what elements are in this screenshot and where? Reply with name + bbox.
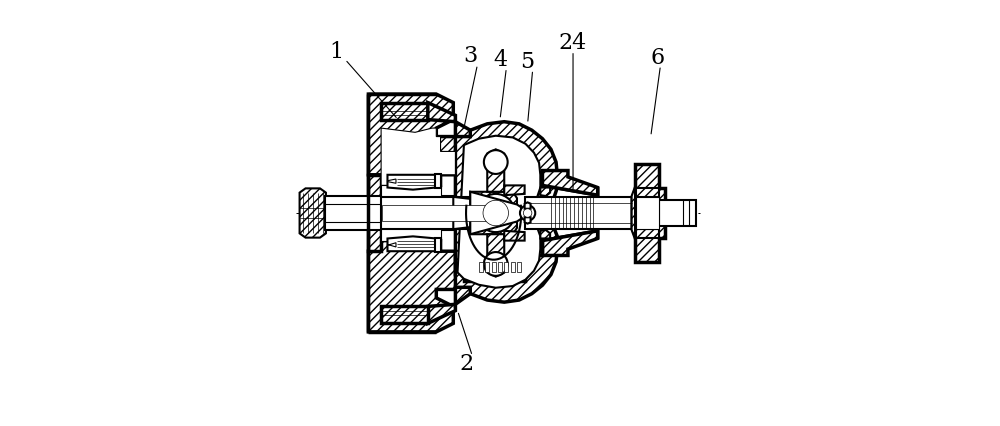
- Polygon shape: [487, 149, 504, 192]
- Polygon shape: [525, 197, 632, 229]
- Polygon shape: [504, 231, 525, 241]
- Polygon shape: [300, 188, 326, 238]
- Circle shape: [484, 252, 508, 276]
- Circle shape: [484, 150, 508, 174]
- Polygon shape: [455, 287, 470, 304]
- Polygon shape: [435, 238, 441, 252]
- Polygon shape: [542, 231, 598, 251]
- Polygon shape: [325, 204, 453, 222]
- Polygon shape: [659, 200, 696, 226]
- Polygon shape: [387, 175, 436, 190]
- Polygon shape: [381, 306, 428, 323]
- Polygon shape: [635, 164, 665, 262]
- Polygon shape: [381, 103, 428, 120]
- Polygon shape: [542, 170, 598, 195]
- Polygon shape: [504, 262, 508, 273]
- Polygon shape: [636, 229, 659, 239]
- Polygon shape: [325, 196, 453, 230]
- Polygon shape: [636, 197, 659, 229]
- Circle shape: [477, 194, 515, 232]
- Polygon shape: [504, 185, 525, 195]
- Text: 3: 3: [463, 45, 477, 67]
- Polygon shape: [498, 262, 502, 273]
- Polygon shape: [381, 128, 455, 185]
- Polygon shape: [492, 262, 496, 273]
- Polygon shape: [435, 174, 441, 188]
- Polygon shape: [368, 175, 381, 251]
- Polygon shape: [428, 304, 455, 323]
- Polygon shape: [464, 241, 542, 281]
- Polygon shape: [387, 179, 396, 183]
- Polygon shape: [368, 241, 470, 332]
- Polygon shape: [540, 187, 550, 196]
- Polygon shape: [511, 262, 515, 273]
- Polygon shape: [542, 175, 598, 195]
- Circle shape: [520, 205, 535, 221]
- Polygon shape: [540, 230, 550, 239]
- Text: 4: 4: [493, 49, 507, 71]
- Text: 6: 6: [650, 47, 664, 69]
- Polygon shape: [485, 262, 489, 273]
- Polygon shape: [387, 236, 436, 251]
- Circle shape: [483, 200, 508, 226]
- Polygon shape: [428, 103, 455, 122]
- Text: 5: 5: [521, 51, 535, 73]
- Text: 2: 2: [459, 353, 473, 375]
- Polygon shape: [382, 205, 500, 221]
- Polygon shape: [487, 234, 504, 277]
- Polygon shape: [381, 185, 441, 241]
- Polygon shape: [455, 122, 557, 302]
- Polygon shape: [368, 94, 470, 185]
- Circle shape: [523, 209, 532, 217]
- Polygon shape: [470, 192, 517, 234]
- Polygon shape: [632, 187, 635, 239]
- Polygon shape: [455, 122, 470, 137]
- Polygon shape: [632, 187, 636, 239]
- Text: 1: 1: [329, 40, 344, 63]
- Polygon shape: [479, 262, 483, 273]
- Polygon shape: [470, 192, 523, 234]
- Text: 24: 24: [558, 32, 586, 54]
- Polygon shape: [636, 187, 659, 197]
- Polygon shape: [381, 197, 500, 229]
- Polygon shape: [525, 202, 531, 209]
- Polygon shape: [387, 243, 396, 247]
- Polygon shape: [458, 136, 540, 288]
- Polygon shape: [453, 197, 508, 229]
- Polygon shape: [525, 217, 531, 224]
- Polygon shape: [517, 262, 521, 273]
- Polygon shape: [542, 231, 598, 256]
